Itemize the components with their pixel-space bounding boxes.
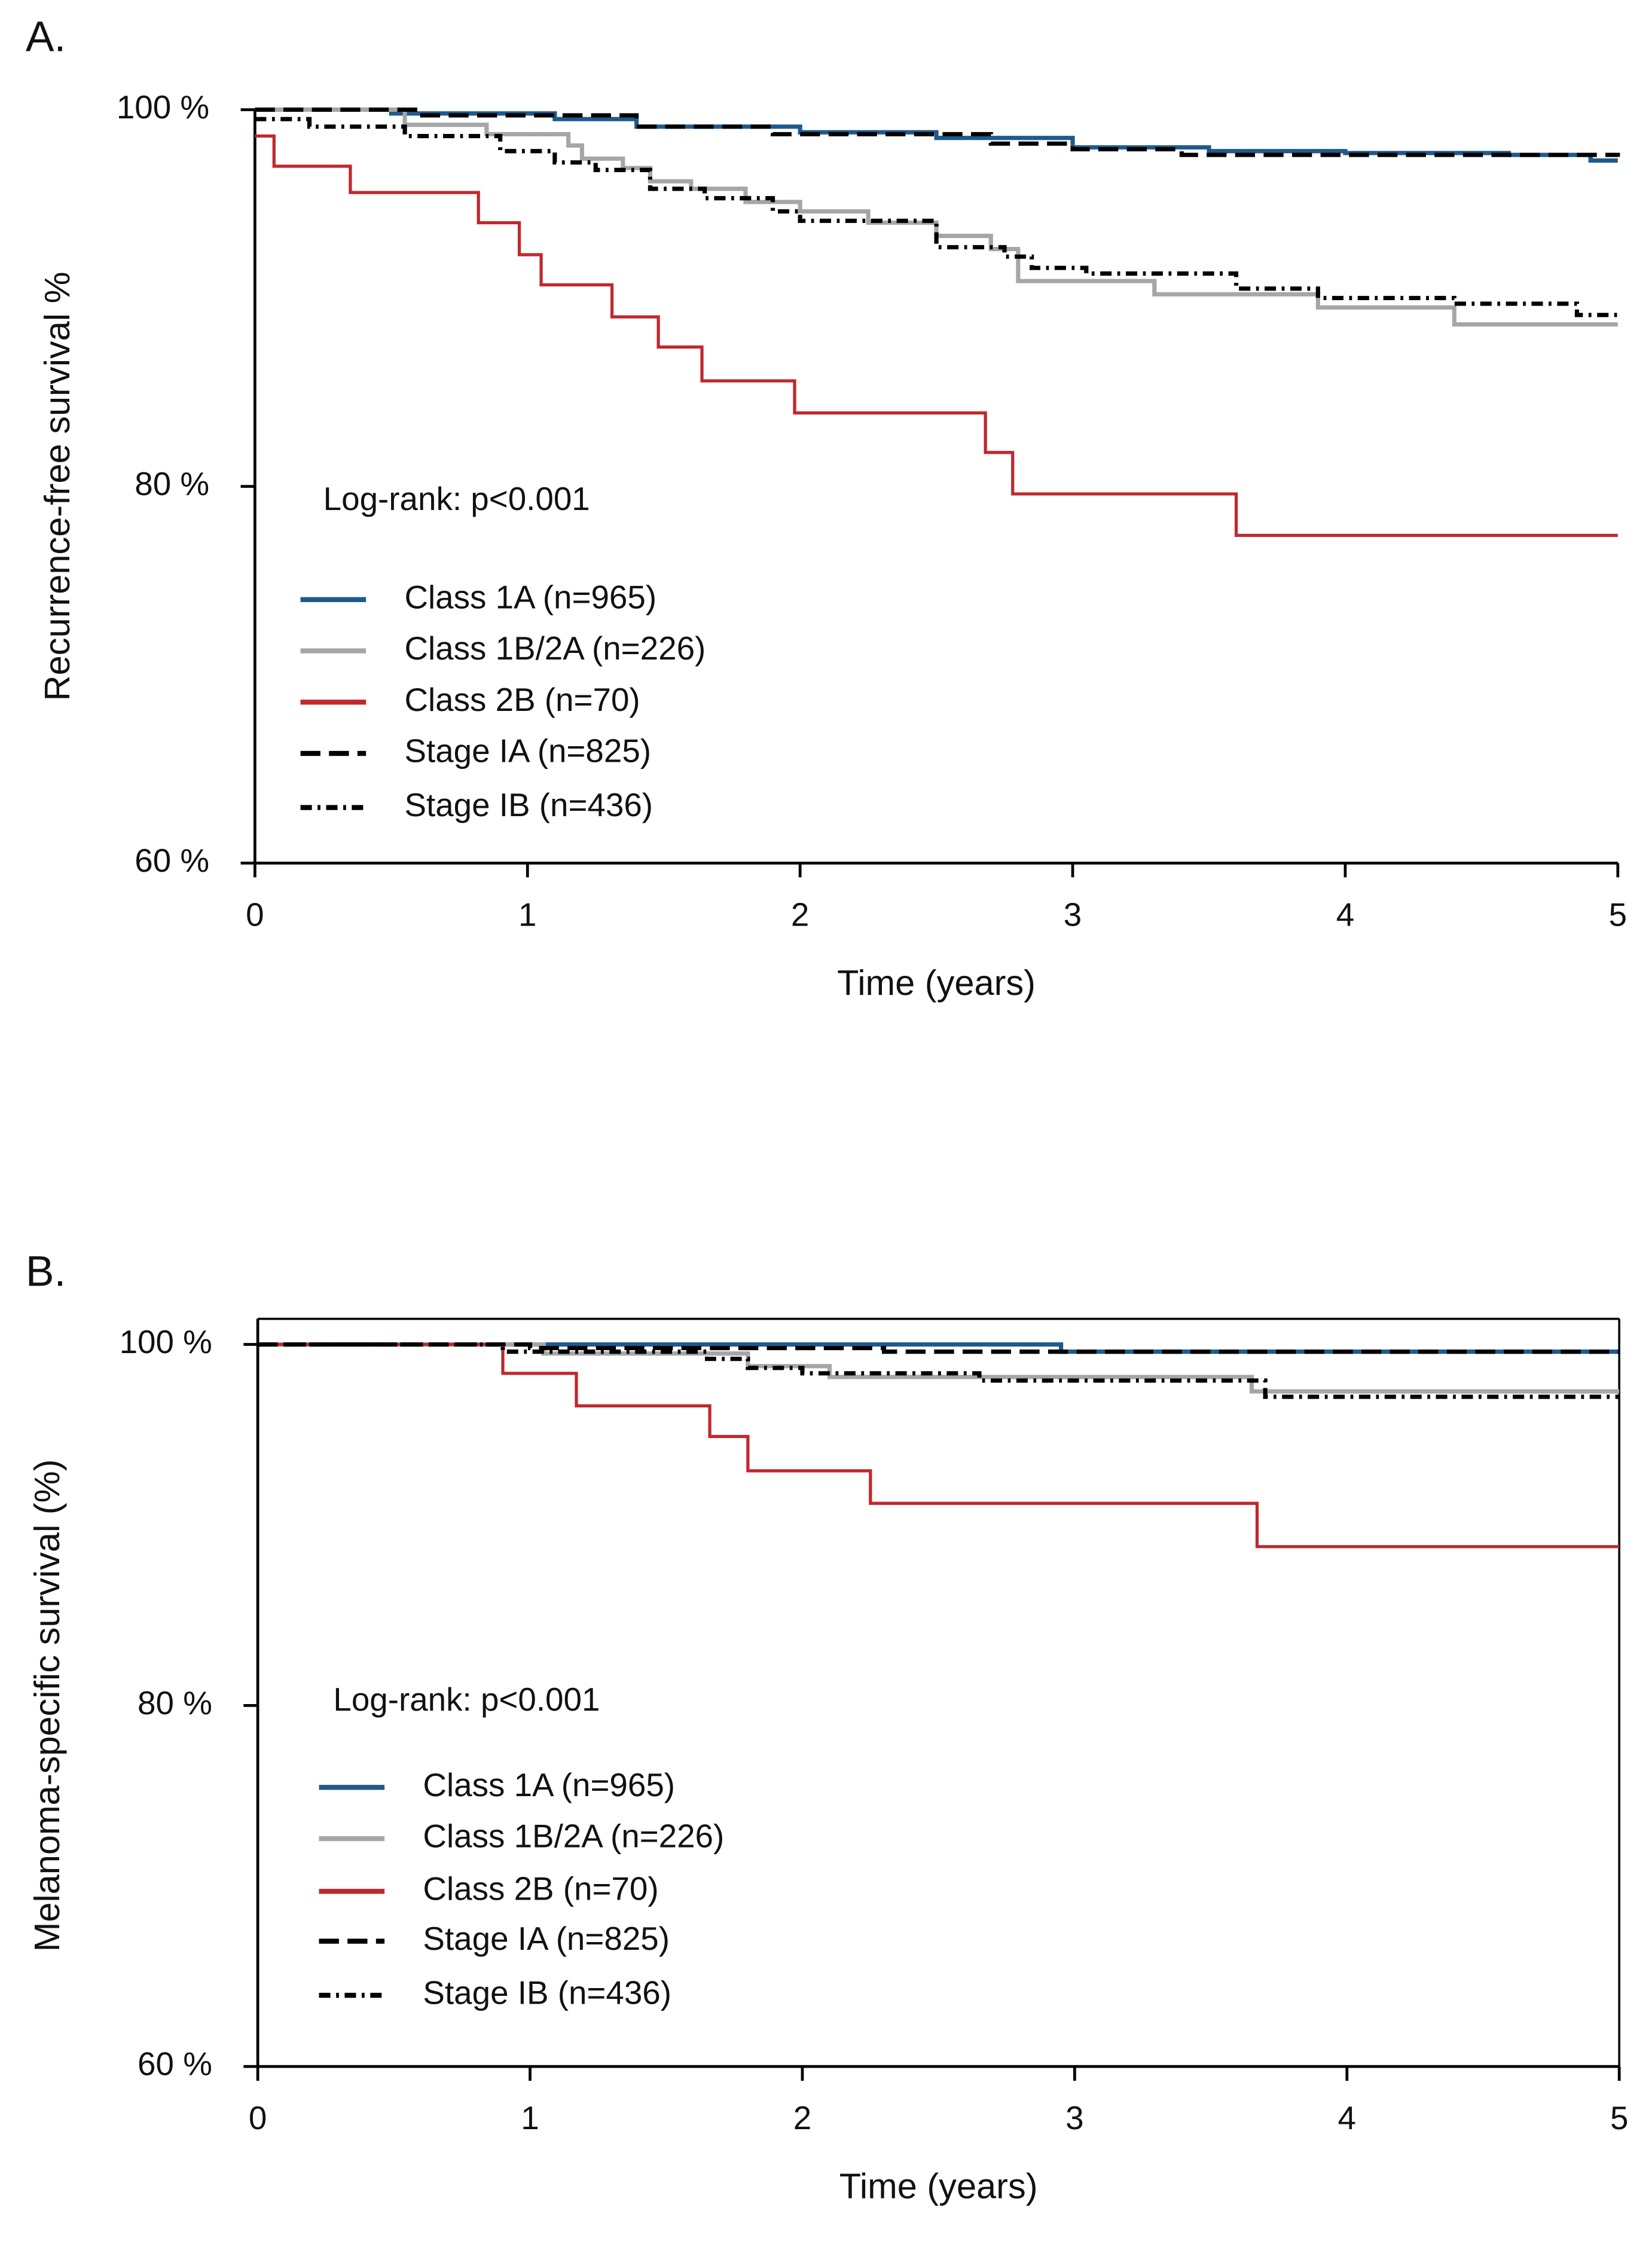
survival-curve [255, 134, 1618, 537]
legend-label: Class 1B/2A (n=226) [423, 1818, 724, 1855]
legend-label: Stage IA (n=825) [423, 1920, 670, 1957]
x-tick-label: 0 [246, 896, 264, 933]
x-tick-label: 1 [518, 896, 536, 933]
y-tick-label: 80 % [138, 1684, 212, 1721]
legend-label: Class 1A (n=965) [423, 1766, 675, 1803]
legend-label: Stage IB (n=436) [404, 786, 653, 823]
x-tick-label: 2 [793, 2099, 811, 2136]
legend-label: Class 2B (n=70) [423, 1870, 658, 1907]
panel-label: B. [26, 1248, 66, 1296]
legend-label: Class 2B (n=70) [404, 681, 640, 718]
survival-curve [258, 1342, 1620, 1549]
y-tick-label: 60 % [135, 842, 209, 879]
x-tick-label: 5 [1609, 896, 1627, 933]
annotation: Log-rank: p<0.001 [333, 1681, 600, 1718]
x-tick-label: 4 [1336, 896, 1354, 933]
legend-label: Class 1A (n=965) [404, 578, 656, 615]
y-tick-label: 80 % [135, 465, 209, 502]
legend-label: Stage IB (n=436) [423, 1974, 671, 2011]
x-tick-label: 5 [1610, 2099, 1628, 2136]
x-tick-label: 2 [791, 896, 809, 933]
x-tick-label: 0 [249, 2099, 267, 2136]
x-tick-label: 4 [1338, 2099, 1356, 2136]
y-tick-label: 60 % [138, 2045, 212, 2083]
y-axis-label: Melanoma-specific survival (%) [27, 1459, 67, 1952]
survival-curve [255, 107, 1620, 157]
y-tick-label: 100 % [120, 1323, 212, 1360]
survival-curve [258, 1342, 1620, 1354]
x-tick-label: 3 [1064, 896, 1082, 933]
y-tick-label: 100 % [117, 88, 209, 126]
survival-curve [255, 117, 1618, 317]
panel-label: A. [26, 13, 66, 61]
y-axis-label: Recurrence-free survival % [37, 271, 77, 701]
x-tick-label: 1 [521, 2099, 539, 2136]
x-tick-label: 3 [1065, 2099, 1083, 2136]
x-axis-label: Time (years) [837, 963, 1036, 1003]
survival-curve [255, 107, 1618, 327]
annotation: Log-rank: p<0.001 [323, 480, 590, 517]
survival-curve [258, 1342, 1620, 1399]
legend-label: Stage IA (n=825) [404, 732, 651, 770]
legend-label: Class 1B/2A (n=226) [404, 630, 706, 667]
x-axis-label: Time (years) [839, 2166, 1038, 2206]
